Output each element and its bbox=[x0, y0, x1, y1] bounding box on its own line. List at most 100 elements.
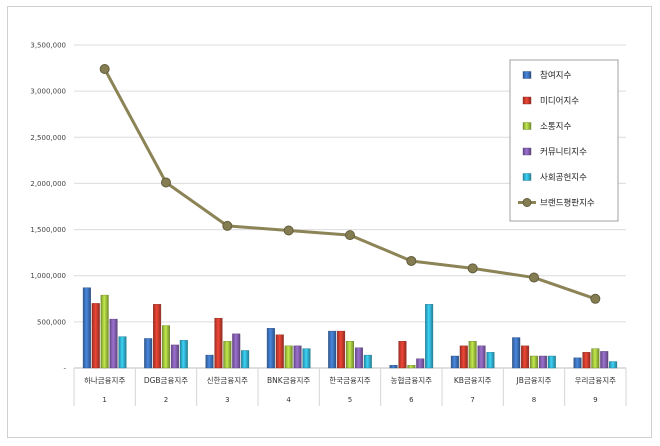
bar bbox=[407, 365, 416, 369]
bar bbox=[118, 336, 127, 369]
bar bbox=[109, 318, 118, 369]
legend-label: 참여지수 bbox=[540, 70, 571, 81]
bar bbox=[389, 365, 398, 369]
legend-swatch bbox=[522, 147, 532, 156]
line-point bbox=[590, 293, 601, 304]
bar bbox=[284, 345, 293, 369]
bar bbox=[459, 345, 468, 369]
bar bbox=[223, 341, 232, 369]
bar bbox=[232, 333, 241, 369]
y-axis-ticks: - 500,000 1,000,000 1,500,000 2,000,000 2,500… bbox=[30, 42, 66, 373]
x-category-number: 7 bbox=[470, 396, 474, 404]
y-tick-label: 1,000,000 bbox=[30, 272, 66, 280]
bar bbox=[354, 347, 363, 369]
bar bbox=[100, 294, 109, 369]
legend-swatch bbox=[522, 173, 532, 181]
x-category-label: JB금융지주 bbox=[516, 376, 552, 385]
x-category-label: 하나금융지주 bbox=[84, 375, 125, 385]
bar bbox=[328, 330, 337, 369]
bar bbox=[346, 341, 355, 369]
line-point bbox=[345, 230, 355, 241]
line-point bbox=[161, 177, 171, 188]
legend-label: 미디어지수 bbox=[540, 96, 579, 107]
bar bbox=[547, 355, 556, 369]
bar bbox=[337, 330, 346, 369]
legend-label: 커뮤니티지수 bbox=[540, 147, 587, 158]
legend-box bbox=[509, 59, 619, 222]
bar bbox=[179, 340, 188, 369]
x-category-label: 우리금융지주 bbox=[575, 376, 616, 385]
bar bbox=[573, 357, 582, 369]
x-category-label: DGB금융지주 bbox=[144, 376, 188, 385]
bar bbox=[600, 351, 609, 369]
bar bbox=[450, 355, 459, 369]
bar bbox=[398, 341, 407, 369]
bar bbox=[91, 303, 100, 369]
legend-label: 소통지수 bbox=[540, 122, 571, 132]
line-point bbox=[222, 220, 233, 231]
x-category-label: 농협금융지주 bbox=[391, 375, 432, 385]
x-category-number: 8 bbox=[532, 396, 536, 404]
legend-label: 브랜드평판지수 bbox=[540, 198, 595, 209]
x-axis: 하나금융지주 1 DGB금융지주 2 신한금융지주 3 BNK금융지주 4 한국금융지주 5 농협금… bbox=[73, 367, 627, 406]
bar bbox=[293, 345, 302, 369]
line-point bbox=[467, 263, 478, 274]
legend-swatch bbox=[522, 71, 532, 79]
bar bbox=[214, 317, 223, 369]
y-tick-label: 3,000,000 bbox=[30, 88, 66, 96]
bar bbox=[521, 345, 530, 369]
x-category-label: KB금융지주 bbox=[454, 376, 492, 385]
bar bbox=[266, 328, 275, 369]
y-tick-label: - bbox=[63, 365, 66, 373]
y-tick-label: 500,000 bbox=[37, 318, 66, 326]
legend-swatch bbox=[522, 122, 532, 130]
chart-frame: - 500,000 1,000,000 1,500,000 2,000,000 2,500… bbox=[7, 6, 652, 438]
bar bbox=[205, 354, 214, 369]
y-tick-label: 3,500,000 bbox=[30, 42, 66, 50]
legend-swatch bbox=[522, 96, 532, 105]
bar-series bbox=[82, 287, 618, 369]
x-category-number: 9 bbox=[593, 396, 597, 404]
legend-swatch-marker bbox=[522, 198, 532, 207]
legend-label: 사회공헌지수 bbox=[540, 173, 587, 183]
y-tick-label: 2,500,000 bbox=[30, 134, 66, 142]
line-series bbox=[99, 63, 601, 304]
bar bbox=[161, 325, 170, 369]
bar bbox=[609, 361, 618, 369]
x-category-number: 2 bbox=[164, 396, 168, 404]
bar bbox=[538, 355, 547, 369]
bar bbox=[477, 345, 486, 369]
brand-reputation-chart: - 500,000 1,000,000 1,500,000 2,000,000 2,500… bbox=[30, 42, 627, 406]
x-category-label: 한국금융지주 bbox=[329, 376, 370, 385]
bar bbox=[512, 337, 521, 369]
bar bbox=[425, 304, 434, 369]
bar bbox=[153, 304, 162, 369]
line-point bbox=[283, 225, 294, 236]
bar bbox=[468, 341, 477, 369]
bar bbox=[582, 352, 591, 369]
bar bbox=[363, 354, 372, 369]
bar bbox=[486, 352, 495, 369]
x-category-label: BNK금융지주 bbox=[267, 376, 310, 385]
line-point bbox=[406, 255, 417, 266]
bar bbox=[241, 350, 250, 369]
bar bbox=[170, 344, 179, 369]
x-category-number: 1 bbox=[102, 396, 106, 404]
x-category-number: 6 bbox=[409, 396, 414, 404]
x-category-number: 5 bbox=[348, 396, 352, 404]
line-point bbox=[529, 272, 539, 283]
bar bbox=[82, 287, 91, 369]
bar bbox=[530, 355, 539, 369]
y-tick-label: 2,000,000 bbox=[30, 180, 66, 188]
bar bbox=[144, 338, 153, 369]
bar bbox=[591, 348, 600, 369]
bar bbox=[302, 348, 311, 369]
bar bbox=[275, 334, 284, 369]
line-point bbox=[99, 63, 110, 74]
x-category-number: 4 bbox=[286, 396, 291, 404]
bar bbox=[416, 358, 425, 369]
x-category-number: 3 bbox=[225, 396, 229, 404]
y-tick-label: 1,500,000 bbox=[30, 226, 66, 234]
x-category-label: 신한금융지주 bbox=[207, 376, 248, 385]
